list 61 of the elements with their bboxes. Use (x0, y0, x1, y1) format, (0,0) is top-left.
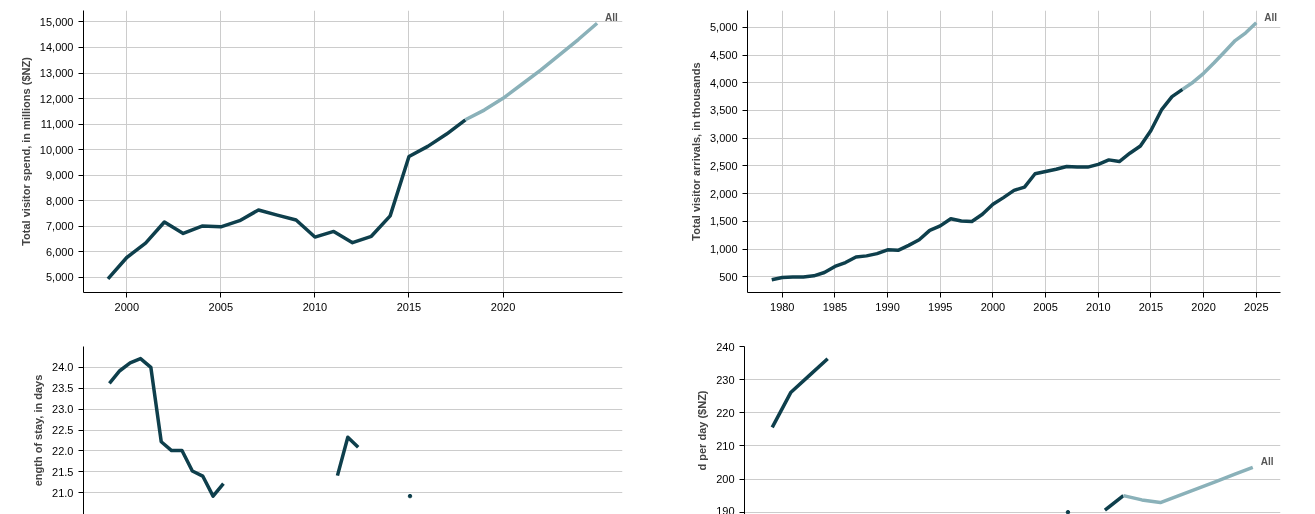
line-series (106, 118, 468, 281)
y-tick-label: 210 (716, 439, 735, 452)
annotation: All (1264, 11, 1278, 23)
y-tick-label: 15,000 (39, 15, 74, 28)
y-tick-label: 23.5 (52, 382, 74, 395)
y-tick-label: 3,500 (709, 104, 738, 117)
y-axis-title: Total visitor spend, in millions ($NZ) (19, 56, 32, 246)
y-tick-label: 4,500 (709, 49, 738, 61)
y-axis-title: d per day ($NZ) (696, 390, 709, 471)
y-tick-label: 230 (716, 373, 735, 386)
y-tick-label: 22.5 (52, 424, 74, 437)
x-tick-label: 2010 (1086, 300, 1111, 313)
y-tick-label: 190 (716, 504, 735, 514)
line-series (1180, 21, 1259, 92)
y-tick-label: 9,000 (45, 169, 74, 182)
x-tick-label: 2005 (1033, 300, 1058, 313)
y-tick-label: 21.5 (52, 465, 74, 478)
x-tick-label: 2010 (302, 300, 328, 313)
y-tick-label: 1,000 (709, 243, 738, 256)
y-tick-label: 2,000 (709, 187, 738, 200)
x-tick-label: 2005 (208, 300, 234, 313)
x-tick-label: 2015 (396, 300, 422, 313)
y-tick-label: 5,000 (45, 271, 74, 284)
y-tick-label: 7,000 (45, 220, 74, 233)
x-tick-label: 2015 (1138, 300, 1164, 313)
x-tick-label: 2020 (1191, 300, 1216, 313)
y-tick-label: 1,500 (709, 215, 738, 228)
x-tick-label: 1995 (928, 300, 953, 313)
annotation: All (1260, 456, 1274, 468)
x-tick-label: 2020 (490, 300, 516, 313)
x-tick-label: 1985 (822, 300, 848, 313)
y-tick-label: 12,000 (39, 92, 74, 105)
y-tick-label: 3,000 (709, 132, 738, 145)
y-tick-label: 22.0 (52, 444, 74, 457)
line-series (769, 87, 1185, 282)
y-tick-label: 24.0 (52, 361, 74, 374)
y-tick-label: 14,000 (39, 41, 74, 54)
x-tick-label: 2025 (1244, 300, 1269, 313)
line-series (463, 21, 599, 122)
y-tick-label: 10,000 (39, 143, 74, 156)
y-tick-label: 11,000 (40, 118, 74, 131)
y-tick-label: 200 (716, 473, 735, 486)
annotation: All (605, 12, 619, 24)
x-tick-label: 2000 (114, 300, 140, 313)
y-tick-label: 220 (716, 406, 735, 419)
x-tick-label: 1980 (770, 300, 795, 313)
x-tick-label: 1990 (875, 300, 900, 313)
y-tick-label: 500 (719, 270, 738, 283)
y-tick-label: 6,000 (45, 245, 74, 258)
y-tick-label: 5,000 (709, 21, 738, 34)
x-tick-label: 2000 (980, 300, 1006, 313)
y-axis-title: ength of stay, in days (32, 374, 45, 487)
y-tick-label: 4,000 (709, 76, 738, 89)
y-tick-label: 2,500 (709, 159, 738, 172)
y-tick-label: 21.0 (52, 486, 74, 499)
y-tick-label: 8,000 (45, 194, 74, 207)
y-axis-title: Total visitor arrivals, in thousands (689, 62, 702, 241)
y-tick-label: 23.0 (52, 403, 74, 416)
y-tick-label: 240 (716, 340, 735, 353)
y-tick-label: 13,000 (39, 67, 74, 80)
line-series (1121, 465, 1255, 505)
